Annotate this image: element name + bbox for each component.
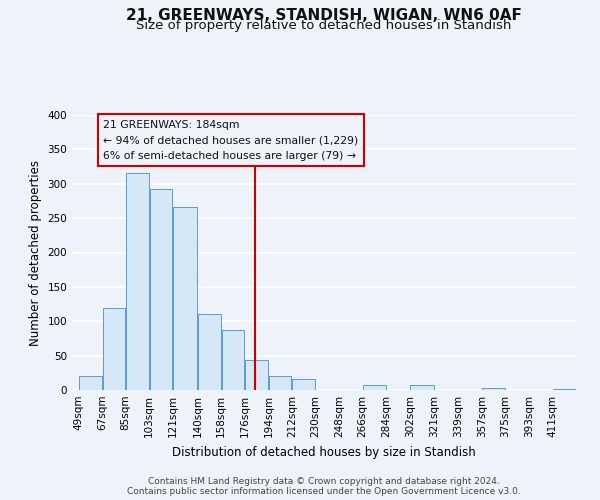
Bar	[79, 376, 101, 390]
Bar	[103, 308, 125, 390]
Bar	[553, 388, 575, 390]
Bar	[222, 330, 244, 390]
Bar	[292, 379, 315, 390]
Bar	[363, 384, 386, 390]
Bar	[173, 207, 197, 390]
Text: 21, GREENWAYS, STANDISH, WIGAN, WN6 0AF: 21, GREENWAYS, STANDISH, WIGAN, WN6 0AF	[126, 8, 522, 22]
Text: 21 GREENWAYS: 184sqm
← 94% of detached houses are smaller (1,229)
6% of semi-det: 21 GREENWAYS: 184sqm ← 94% of detached h…	[103, 120, 359, 161]
Text: Contains public sector information licensed under the Open Government Licence v3: Contains public sector information licen…	[127, 486, 521, 496]
Bar	[410, 385, 434, 390]
Bar	[126, 174, 149, 390]
Bar	[269, 376, 292, 390]
Bar	[198, 314, 221, 390]
Bar	[245, 360, 268, 390]
Bar	[482, 388, 505, 390]
Y-axis label: Number of detached properties: Number of detached properties	[29, 160, 42, 346]
Text: Distribution of detached houses by size in Standish: Distribution of detached houses by size …	[172, 446, 476, 459]
Text: Contains HM Land Registry data © Crown copyright and database right 2024.: Contains HM Land Registry data © Crown c…	[148, 476, 500, 486]
Bar	[150, 188, 172, 390]
Text: Size of property relative to detached houses in Standish: Size of property relative to detached ho…	[136, 19, 512, 32]
